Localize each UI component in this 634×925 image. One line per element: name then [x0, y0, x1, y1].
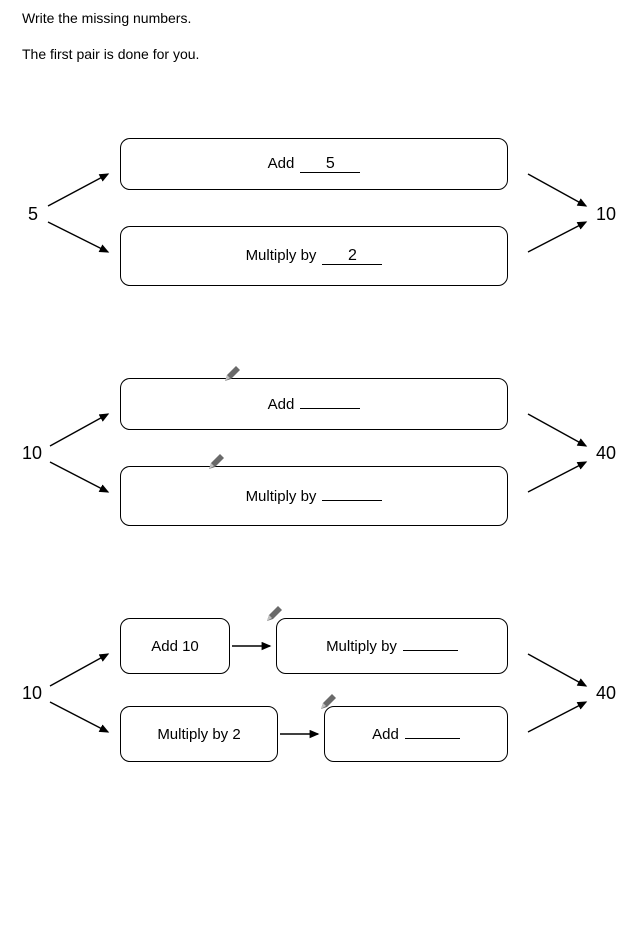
g1-bottom-value: 2 [348, 247, 357, 264]
g1-top-blank[interactable]: 5 [300, 156, 360, 173]
g2-top-box: Add [120, 378, 508, 430]
instruction-line-1: Write the missing numbers. [22, 10, 191, 26]
g3-bottom-box2: Add [324, 706, 508, 762]
g1-top-value: 5 [326, 155, 335, 172]
g1-left-value: 5 [28, 204, 38, 225]
g3-top-box2-op: Multiply by [326, 638, 397, 655]
pencil-icon [264, 604, 284, 624]
pencil-icon [318, 692, 338, 712]
pencil-icon [206, 452, 226, 472]
g2-left-value: 10 [22, 443, 42, 464]
g1-right-value: 10 [596, 204, 616, 225]
g1-top-box: Add 5 [120, 138, 508, 190]
g3-bottom-box1: Multiply by 2 [120, 706, 278, 762]
g3-top-box2-blank[interactable] [403, 650, 458, 651]
g2-bottom-box: Multiply by [120, 466, 508, 526]
g2-bottom-op: Multiply by [246, 488, 317, 505]
g2-bottom-blank[interactable] [322, 500, 382, 501]
g1-top-op: Add [268, 155, 295, 172]
g1-bottom-box: Multiply by 2 [120, 226, 508, 286]
g2-top-op: Add [268, 396, 295, 413]
g2-top-blank[interactable] [300, 408, 360, 409]
g3-bottom-box2-op: Add [372, 726, 399, 743]
worksheet-page: Write the missing numbers. The first pai… [0, 0, 634, 925]
instruction-line-2: The first pair is done for you. [22, 46, 199, 62]
g1-bottom-blank[interactable]: 2 [322, 248, 382, 265]
g3-top-box1-label: Add 10 [139, 638, 211, 655]
g3-top-box2: Multiply by [276, 618, 508, 674]
g2-right-value: 40 [596, 443, 616, 464]
g3-bottom-box2-blank[interactable] [405, 738, 460, 739]
g3-left-value: 10 [22, 683, 42, 704]
g3-bottom-box1-label: Multiply by 2 [145, 726, 252, 743]
g3-top-box1: Add 10 [120, 618, 230, 674]
g3-right-value: 40 [596, 683, 616, 704]
pencil-icon [222, 364, 242, 384]
g1-bottom-op: Multiply by [246, 247, 317, 264]
